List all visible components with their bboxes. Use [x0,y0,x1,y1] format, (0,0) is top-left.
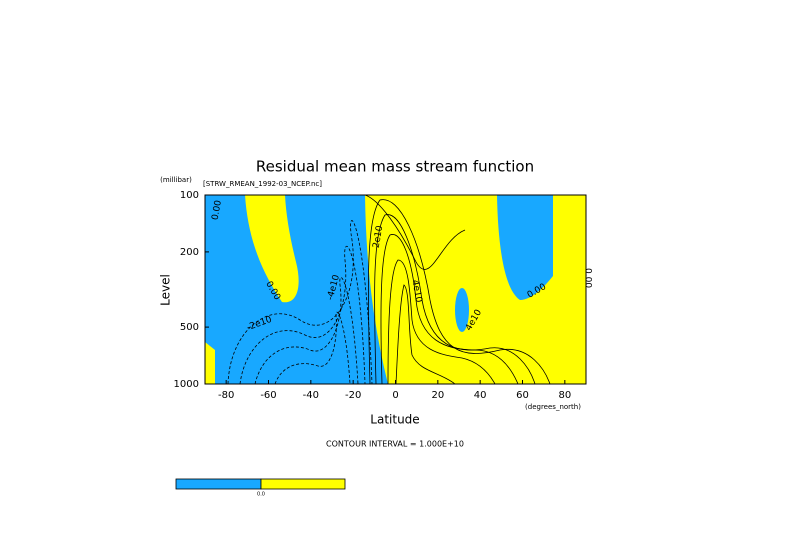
contour-line [367,199,551,385]
fill-negative [455,288,469,332]
colorbar-segment [175,478,262,490]
contour-line [387,259,496,385]
fill-negative [497,195,553,300]
y-tick-label: 1000 [174,379,199,390]
positive-contours [364,194,551,385]
y-tick-label: 500 [180,322,199,333]
contour-label: 2e10 [372,225,386,249]
plot-area [204,194,587,385]
colorbar: 0.0 [175,478,346,498]
contour-label: 0.00 [211,199,224,221]
x-tick-label: 0 [392,390,398,401]
contour-line [254,277,359,385]
contour-line [374,214,536,385]
x-tick-label: 40 [474,390,487,401]
contour-line [364,194,466,270]
x-tick-label: -20 [345,390,361,401]
x-tick-label: -80 [218,390,234,401]
fill-negative [205,195,388,384]
contour-label: 4e10 [410,279,424,303]
x-tick-label: -40 [303,390,319,401]
x-tick-label: -60 [260,390,276,401]
contour-line [227,220,373,385]
x-axis-label: Latitude [370,413,419,427]
x-tick-label: 80 [558,390,571,401]
x-tick-label: 20 [431,390,444,401]
x-units: (degrees_north) [525,403,581,411]
contour-label: 0.00 [583,268,593,288]
contour-line [395,284,456,385]
contour-line [380,234,519,385]
chart-title: Residual mean mass stream function [256,158,534,176]
subtitle: [STRW_RMEAN_1992-03_NCEP.nc] [203,180,322,188]
contour-interval: CONTOUR INTERVAL = 1.000E+10 [326,440,464,449]
y-units: (millibar) [160,176,192,184]
colorbar-segment [260,478,346,490]
contour-line [239,245,366,385]
y-tick-label: 100 [180,190,199,201]
colorbar-label: 0.0 [257,492,265,498]
contour-line [274,311,351,385]
y-axis-label: Level [159,274,173,306]
contours [227,194,551,385]
x-tick-label: 60 [516,390,529,401]
y-tick-label: 200 [180,247,199,258]
negative-contours [227,220,373,385]
